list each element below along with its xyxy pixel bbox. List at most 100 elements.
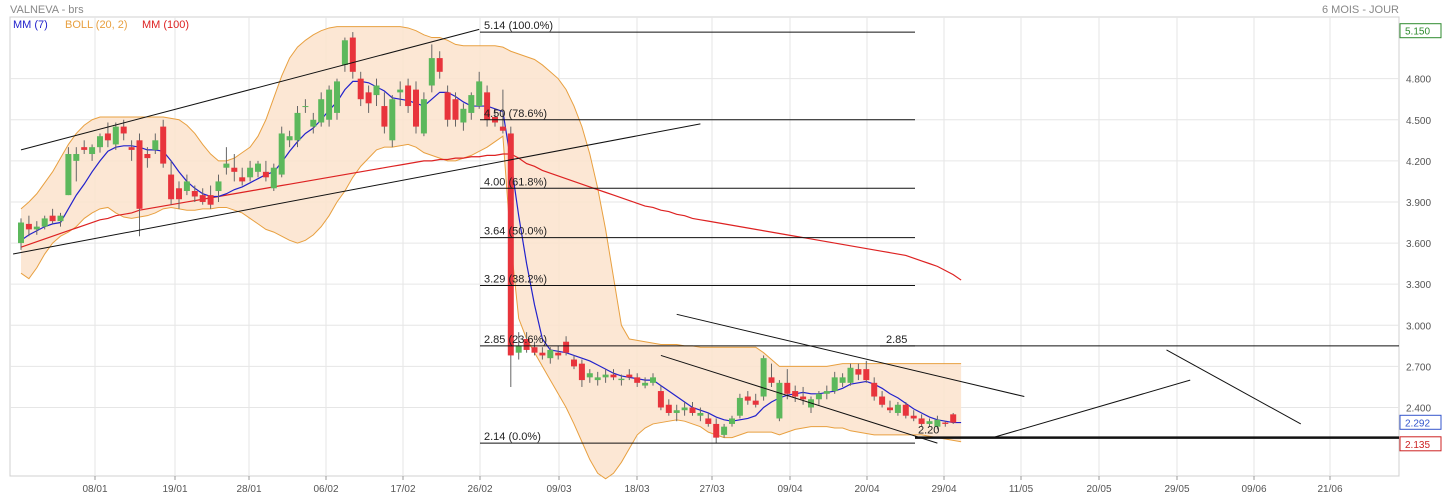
fib-label: 3.29 (38.2%) [484, 274, 547, 286]
candle-body [950, 414, 957, 423]
candle-body [602, 374, 609, 378]
candle-body [262, 171, 269, 178]
price-badge-label: 2.292 [1405, 418, 1430, 429]
candle-body [657, 391, 664, 408]
candle-body [318, 99, 325, 123]
candle-body [523, 338, 530, 350]
candle-body [405, 85, 412, 107]
boll-area [21, 26, 962, 479]
legend-boll: BOLL (20, 2) [65, 19, 128, 31]
fib-label: 2.14 (0.0%) [484, 431, 541, 443]
candle-body [81, 147, 88, 150]
candle-body [18, 222, 24, 244]
candle-body [136, 140, 143, 209]
candle-body [784, 382, 791, 394]
candle-body [665, 404, 672, 413]
candle-body [65, 154, 72, 196]
trendline [992, 379, 1191, 439]
y-tick-label: 2.700 [1406, 362, 1431, 373]
x-tick-label: 26/02 [467, 484, 492, 495]
candle-body [468, 95, 475, 113]
price-badge-label: 5.150 [1405, 27, 1430, 38]
axes: 08/01 19/01 28/01 06/02 17/02 26/02 09/03 18/03… [82, 23, 1442, 495]
candle-body [815, 393, 822, 400]
candle-body [736, 397, 743, 416]
candle-body [231, 167, 238, 172]
candle-body [689, 407, 696, 413]
candle-body [705, 418, 712, 424]
boll-lower-line [20, 135, 962, 480]
candle-body [610, 374, 617, 378]
candle-body [650, 377, 656, 383]
candle-body [104, 133, 111, 141]
candle-body [294, 112, 301, 141]
candle-body [934, 419, 941, 427]
candle-body [594, 377, 601, 381]
candle-body [721, 426, 728, 435]
x-tick-label: 20/05 [1086, 484, 1111, 495]
candle-body [168, 174, 175, 200]
fib-label: 2.85 (23.6%) [484, 334, 547, 346]
candle-body [397, 89, 404, 93]
trendline [1166, 349, 1302, 425]
x-tick-label: 27/03 [699, 484, 724, 495]
candle-body [539, 352, 546, 356]
y-tick-label: 3.000 [1406, 321, 1431, 332]
candle-body [642, 382, 649, 386]
candle-body [942, 422, 949, 424]
candle-body [926, 421, 933, 424]
candle-body [531, 347, 538, 353]
x-tick-label: 19/01 [162, 484, 187, 495]
y-tick-label: 4.500 [1406, 116, 1431, 127]
candle-body [428, 58, 435, 86]
annotation-2-85: 2.85 [886, 334, 907, 346]
fib-label: 3.64 (50.0%) [484, 226, 547, 238]
candle-body [128, 147, 135, 150]
candle-body [33, 226, 40, 230]
candle-body [278, 133, 285, 175]
candle-body [183, 181, 190, 192]
candle-body [681, 407, 688, 411]
candle-body [697, 412, 704, 416]
x-tick-label: 11/05 [1009, 484, 1034, 495]
candle-body [547, 349, 554, 359]
trendline [20, 28, 480, 151]
candle-body [302, 106, 309, 108]
candle-body [389, 99, 396, 141]
candle-body [120, 126, 127, 134]
candle-body [247, 167, 254, 178]
candle-body [310, 119, 317, 127]
candles [18, 32, 957, 444]
candle-body [776, 382, 783, 419]
x-tick-label: 17/02 [390, 484, 415, 495]
candle-body [381, 106, 388, 127]
candle-body [476, 81, 483, 107]
mm7-line [20, 80, 962, 424]
candle-body [357, 78, 364, 100]
x-tick-label: 29/04 [931, 484, 956, 495]
candle-body [160, 126, 167, 164]
candle-body [902, 404, 909, 416]
candle-body [152, 140, 159, 150]
legend-mm100: MM (100) [142, 19, 189, 31]
x-tick-label: 08/01 [82, 484, 107, 495]
candle-body [176, 188, 182, 200]
candle-body [792, 391, 799, 397]
candle-body [57, 215, 64, 222]
candle-body [334, 81, 340, 113]
candle-body [239, 177, 246, 182]
candle-body [863, 369, 870, 381]
candle-body [97, 136, 103, 148]
trendline [660, 354, 938, 444]
price-badge [1399, 23, 1442, 39]
candle-body [484, 92, 491, 120]
fib-label: 4.50 (78.6%) [484, 108, 547, 120]
candle-body [444, 92, 451, 120]
candle-body [634, 377, 641, 383]
candle-body [578, 363, 585, 381]
candle-body [871, 382, 878, 397]
annotation-2-20: 2.20 [918, 425, 939, 437]
mm7-path [20, 80, 962, 424]
candle-body [499, 126, 506, 131]
